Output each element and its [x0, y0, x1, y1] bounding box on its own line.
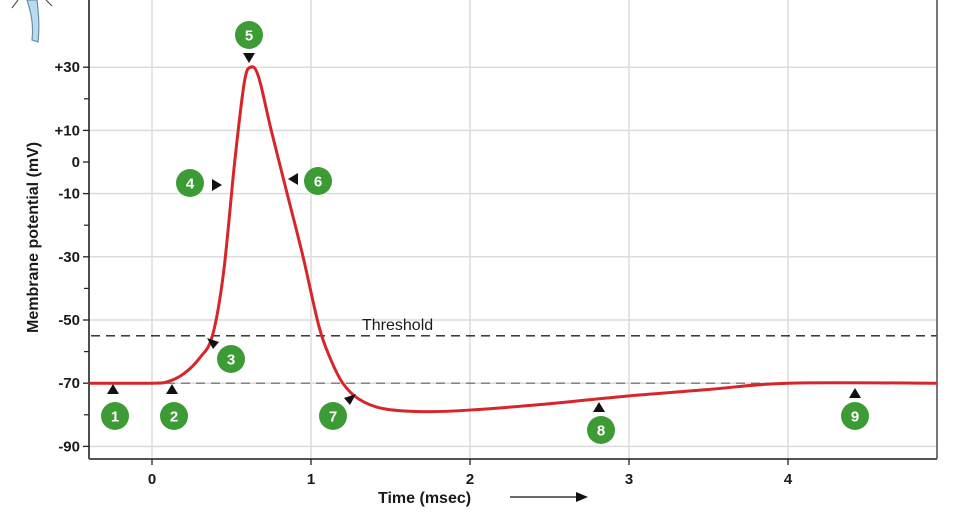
marker-number: 5 [245, 28, 253, 45]
marker-8: 8 [587, 402, 615, 444]
y-tick-label: +30 [55, 59, 80, 76]
marker-circle [160, 402, 188, 430]
y-tick-label: 0 [72, 154, 80, 171]
marker-number: 9 [851, 409, 859, 426]
marker-3: 3 [207, 338, 245, 373]
numbered-markers: 1 2 3 4 5 6 7 8 9 [101, 21, 869, 444]
y-tick-label: -50 [58, 312, 80, 329]
y-tick-label: -90 [58, 438, 80, 455]
marker-circle [319, 402, 347, 430]
marker-number: 3 [227, 352, 235, 369]
x-axis-title: Time (msec) [378, 490, 471, 507]
marker-7: 7 [319, 394, 356, 430]
y-tick-label: -70 [58, 375, 80, 392]
marker-number: 2 [170, 409, 178, 426]
pointer-arrow-icon [166, 384, 178, 394]
pointer-arrow-icon [243, 53, 255, 63]
marker-number: 1 [111, 409, 119, 426]
marker-circle [176, 169, 204, 197]
marker-circle [587, 416, 615, 444]
marker-5: 5 [235, 21, 263, 63]
marker-circle [304, 167, 332, 195]
pointer-arrow-icon [344, 394, 356, 405]
x-tick-label: 4 [784, 471, 793, 488]
y-tick-label: +10 [55, 122, 80, 139]
pointer-arrow-icon [288, 173, 298, 185]
marker-number: 6 [314, 174, 322, 191]
pointer-arrow-icon [849, 388, 861, 398]
x-tick-label: 2 [466, 471, 474, 488]
marker-circle [235, 21, 263, 49]
y-tick-label: -10 [58, 186, 80, 203]
tick-labels: +30 +10 0 -10 -30 -50 -70 -90 0 1 2 3 4 [55, 59, 793, 488]
marker-1: 1 [101, 384, 129, 430]
threshold-label: Threshold [362, 317, 433, 334]
marker-number: 4 [186, 176, 195, 193]
marker-number: 7 [329, 409, 337, 426]
action-potential-curve [88, 65, 938, 414]
axes [88, 0, 938, 460]
pointer-arrow-icon [207, 338, 219, 349]
marker-6: 6 [288, 167, 332, 195]
marker-2: 2 [160, 384, 188, 430]
marker-number: 8 [597, 423, 605, 440]
marker-circle [101, 402, 129, 430]
x-tick-label: 3 [625, 471, 633, 488]
pointer-arrow-icon [593, 402, 605, 412]
neuron-illustration-icon [11, 0, 53, 43]
y-tick-label: -30 [58, 249, 80, 266]
time-arrow-icon [510, 492, 588, 502]
pointer-arrow-icon [212, 179, 222, 191]
y-axis-title: Membrane potential (mV) [25, 142, 42, 333]
x-tick-label: 0 [148, 471, 156, 488]
x-tick-label: 1 [307, 471, 315, 488]
pointer-arrow-icon [107, 384, 119, 394]
grid-lines [89, 0, 937, 459]
marker-9: 9 [841, 388, 869, 430]
marker-4: 4 [176, 169, 222, 197]
marker-circle [217, 345, 245, 373]
marker-circle [841, 402, 869, 430]
